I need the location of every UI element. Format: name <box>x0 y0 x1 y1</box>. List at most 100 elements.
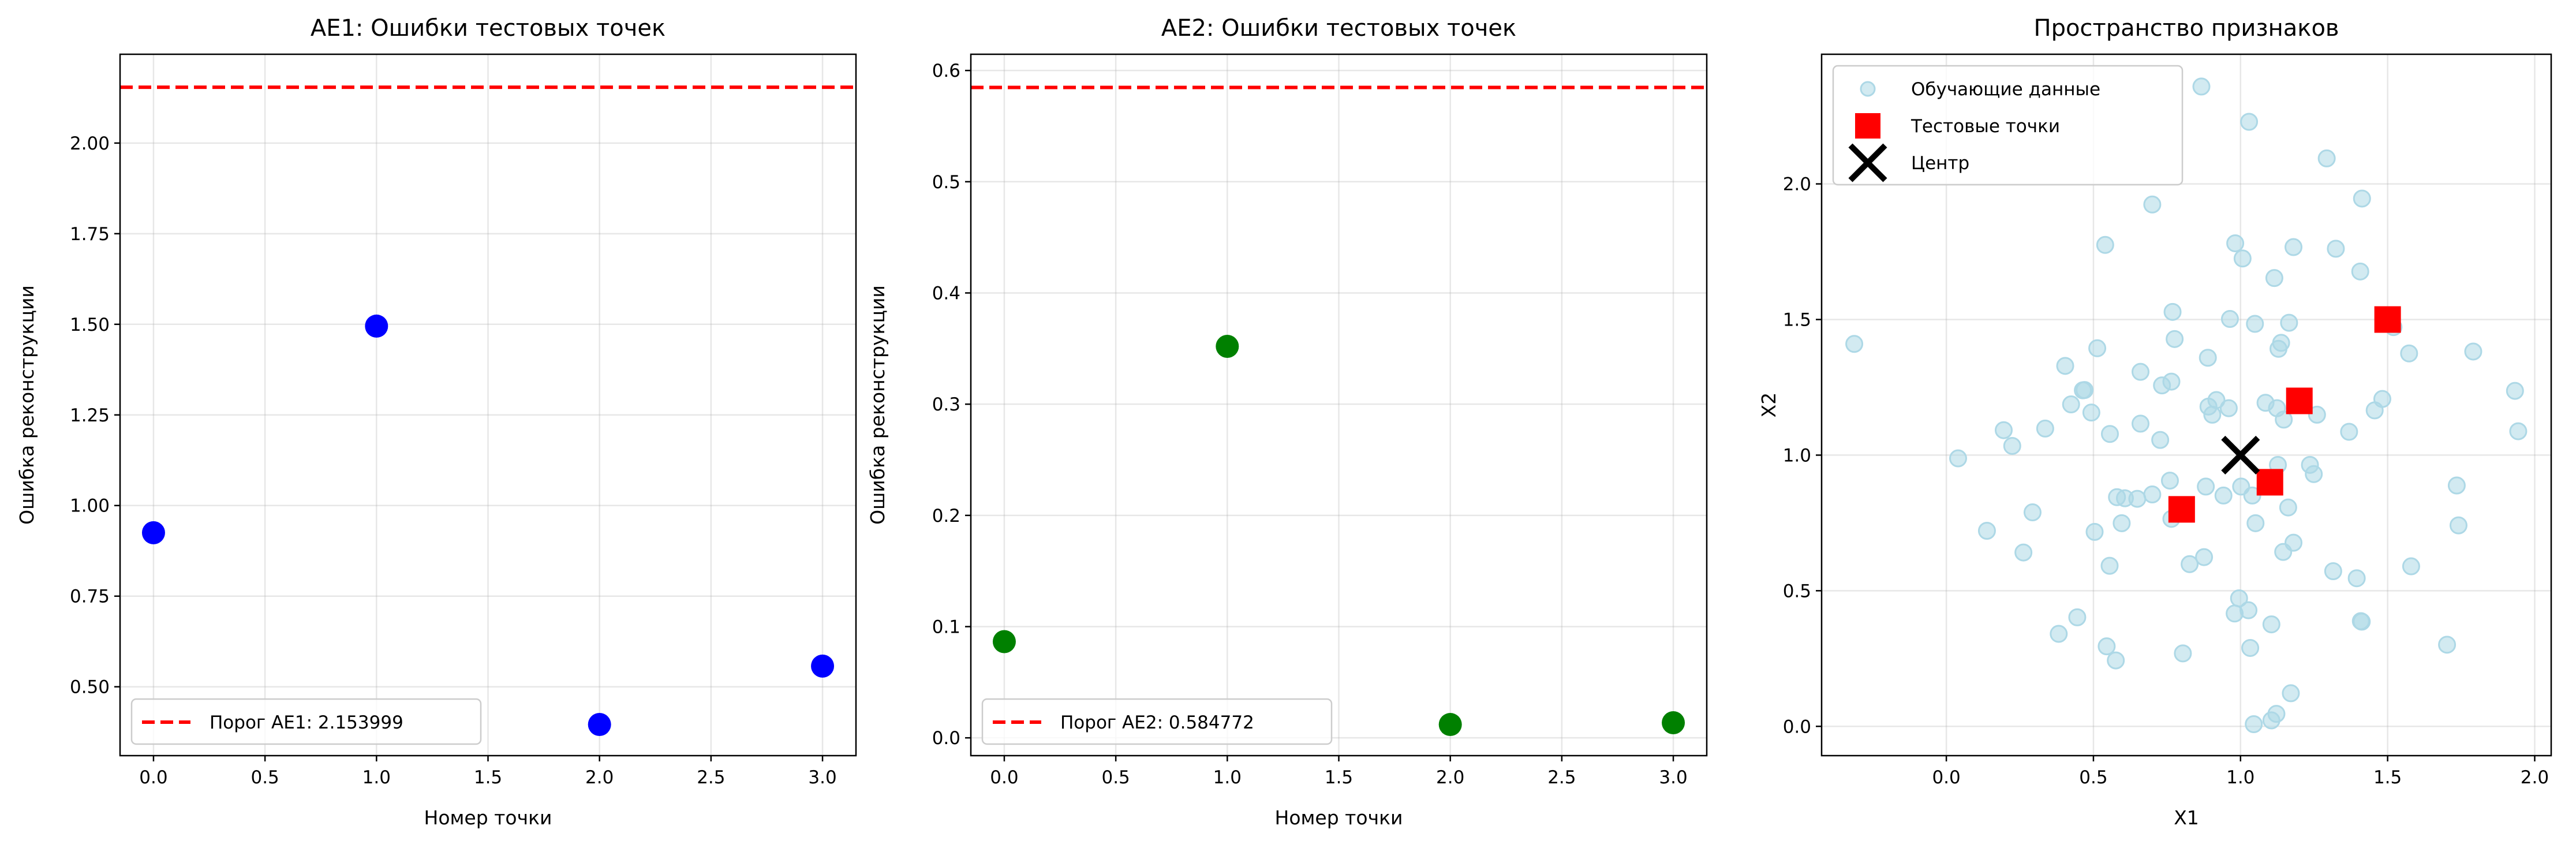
y-axis-label: Ошибка реконструкции <box>866 285 889 525</box>
training-point <box>2163 302 2182 321</box>
chart-panel-3: 0.0 0.5 1.0 1.5 2.0 0.0 0.5 1.0 1.5 2.0 Пространст… <box>1758 15 2552 829</box>
training-point <box>2160 472 2179 490</box>
legend-label: Центр <box>1911 153 1969 174</box>
training-point <box>2088 339 2107 357</box>
training-point <box>2143 195 2162 214</box>
training-point <box>2317 149 2336 167</box>
training-point <box>2085 522 2104 541</box>
training-point <box>2166 330 2184 348</box>
x-tick-label: 0.0 <box>990 767 1018 788</box>
training-point <box>2506 382 2524 400</box>
training-point <box>2308 405 2326 424</box>
x-tick-label: 0.5 <box>1101 767 1130 788</box>
legend-label: Порог AE1: 2.153999 <box>210 712 403 733</box>
data-point <box>141 521 165 544</box>
training-point <box>2262 711 2280 730</box>
training-point <box>2098 637 2116 656</box>
y-tick-label: 2.00 <box>70 133 110 154</box>
training-point <box>2243 486 2261 505</box>
training-point <box>2199 349 2217 367</box>
training-point <box>2509 422 2528 440</box>
training-point <box>2305 465 2323 483</box>
data-point <box>588 713 611 736</box>
training-point <box>2056 357 2074 375</box>
x-axis-label: Номер точки <box>1275 806 1403 829</box>
y-axis-label: Ошибка реконструкции <box>16 285 38 525</box>
training-point <box>2113 514 2131 532</box>
training-point <box>2076 381 2094 399</box>
training-point <box>2050 625 2068 643</box>
training-point <box>2400 344 2418 363</box>
chart-title: AE1: Ошибки тестовых точек <box>311 15 666 42</box>
training-point <box>1994 421 2013 439</box>
test-point <box>2256 469 2283 496</box>
y-tick-label: 1.50 <box>70 315 110 335</box>
chart-title: Пространство признаков <box>2033 15 2339 42</box>
training-point <box>2279 498 2297 517</box>
training-point <box>2353 612 2371 631</box>
training-point <box>2214 486 2233 505</box>
training-point <box>2107 651 2125 670</box>
training-point <box>2270 339 2288 358</box>
training-point <box>2181 555 2199 573</box>
legend-label: Порог AE2: 0.584772 <box>1060 712 1254 733</box>
data-point <box>811 654 835 678</box>
data-point <box>1438 713 1462 737</box>
y-tick-label: 0.0 <box>1783 716 1811 737</box>
center-marker <box>2221 435 2260 475</box>
training-point <box>2275 410 2293 429</box>
training-point <box>2365 401 2384 420</box>
training-point <box>2203 405 2222 424</box>
training-point <box>2197 477 2215 496</box>
training-point <box>1845 335 1864 353</box>
y-tick-label: 0.75 <box>70 586 110 607</box>
x-tick-label: 0.5 <box>251 767 279 788</box>
x-tick-label: 2.0 <box>585 767 614 788</box>
training-point <box>2082 404 2100 422</box>
data-point <box>1216 334 1239 358</box>
y-tick-label: 0.6 <box>932 61 960 81</box>
x-axis-label: Номер точки <box>424 806 552 829</box>
training-point <box>2274 543 2293 561</box>
training-point <box>2131 363 2149 381</box>
axes-frame <box>119 53 857 757</box>
x-tick-label: 1.0 <box>2226 767 2255 788</box>
training-point <box>2153 376 2171 395</box>
training-point <box>2062 395 2080 414</box>
training-point <box>2239 601 2258 619</box>
x-tick-label: 0.0 <box>1932 767 1960 788</box>
training-point <box>2023 503 2042 522</box>
y-tick-label: 1.75 <box>70 224 110 245</box>
test-point <box>2374 306 2401 333</box>
x-tick-label: 2.0 <box>1436 767 1464 788</box>
training-point <box>2241 638 2260 657</box>
training-point <box>2219 399 2238 417</box>
training-point <box>2449 516 2467 535</box>
training-point <box>2265 269 2283 287</box>
chart-panel-2: 0.0 0.5 1.0 1.5 2.0 2.5 3.0 0.0 0.1 0.2 0.3 0.4 0.5 0… <box>866 15 1708 829</box>
training-point <box>2143 485 2162 504</box>
legend: Порог AE1: 2.153999 <box>130 698 482 745</box>
training-point <box>2447 476 2466 495</box>
training-point <box>2327 240 2345 258</box>
legend-label: Обучающие данные <box>1911 79 2100 100</box>
legend-box <box>981 698 1333 745</box>
y-tick-label: 1.25 <box>70 405 110 426</box>
x-tick-label: 2.5 <box>1547 767 1576 788</box>
training-point <box>2280 313 2298 332</box>
training-point <box>2402 557 2420 576</box>
chart-panel-1: 0.0 0.5 1.0 1.5 2.0 2.5 3.0 0.50 0.75 1.00 1.25 1.5… <box>16 15 857 829</box>
legend-circle-swatch <box>1860 81 1876 97</box>
legend-label: Тестовые точки <box>1910 116 2060 137</box>
training-point <box>2282 684 2300 703</box>
training-point <box>2174 644 2192 663</box>
training-point <box>2003 436 2021 455</box>
y-tick-label: 0.50 <box>70 677 110 698</box>
x-tick-label: 2.5 <box>697 767 725 788</box>
x-tick-label: 1.0 <box>1213 767 1242 788</box>
training-point <box>2226 234 2245 252</box>
y-tick-label: 2.0 <box>1783 174 1811 195</box>
data-point <box>365 314 388 338</box>
axes-frame <box>1820 53 2552 757</box>
